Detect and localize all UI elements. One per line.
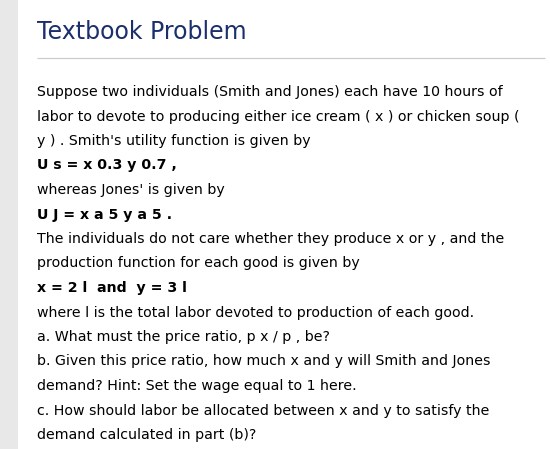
Text: whereas Jones' is given by: whereas Jones' is given by: [37, 183, 225, 197]
Text: demand calculated in part (b)?: demand calculated in part (b)?: [37, 428, 256, 442]
Text: y ) . Smith's utility function is given by: y ) . Smith's utility function is given …: [37, 134, 311, 148]
Text: demand? Hint: Set the wage equal to 1 here.: demand? Hint: Set the wage equal to 1 he…: [37, 379, 356, 393]
Text: Suppose two individuals (Smith and Jones) each have 10 hours of: Suppose two individuals (Smith and Jones…: [37, 85, 503, 99]
Text: The individuals do not care whether they produce x or y , and the: The individuals do not care whether they…: [37, 232, 504, 246]
Bar: [0, 0, 18, 449]
Text: where l is the total labor devoted to production of each good.: where l is the total labor devoted to pr…: [37, 305, 474, 320]
Text: a. What must the price ratio, p x / p , be?: a. What must the price ratio, p x / p , …: [37, 330, 330, 344]
Text: b. Given this price ratio, how much x and y will Smith and Jones: b. Given this price ratio, how much x an…: [37, 355, 491, 369]
Text: production function for each good is given by: production function for each good is giv…: [37, 256, 360, 270]
Text: x = 2 l  and  y = 3 l: x = 2 l and y = 3 l: [37, 281, 187, 295]
Text: Textbook Problem: Textbook Problem: [37, 20, 246, 44]
Text: labor to devote to producing either ice cream ( x ) or chicken soup (: labor to devote to producing either ice …: [37, 110, 520, 123]
Text: U s = x 0.3 y 0.7 ,: U s = x 0.3 y 0.7 ,: [37, 158, 177, 172]
Text: U J = x a 5 y a 5 .: U J = x a 5 y a 5 .: [37, 207, 172, 221]
Text: c. How should labor be allocated between x and y to satisfy the: c. How should labor be allocated between…: [37, 404, 490, 418]
